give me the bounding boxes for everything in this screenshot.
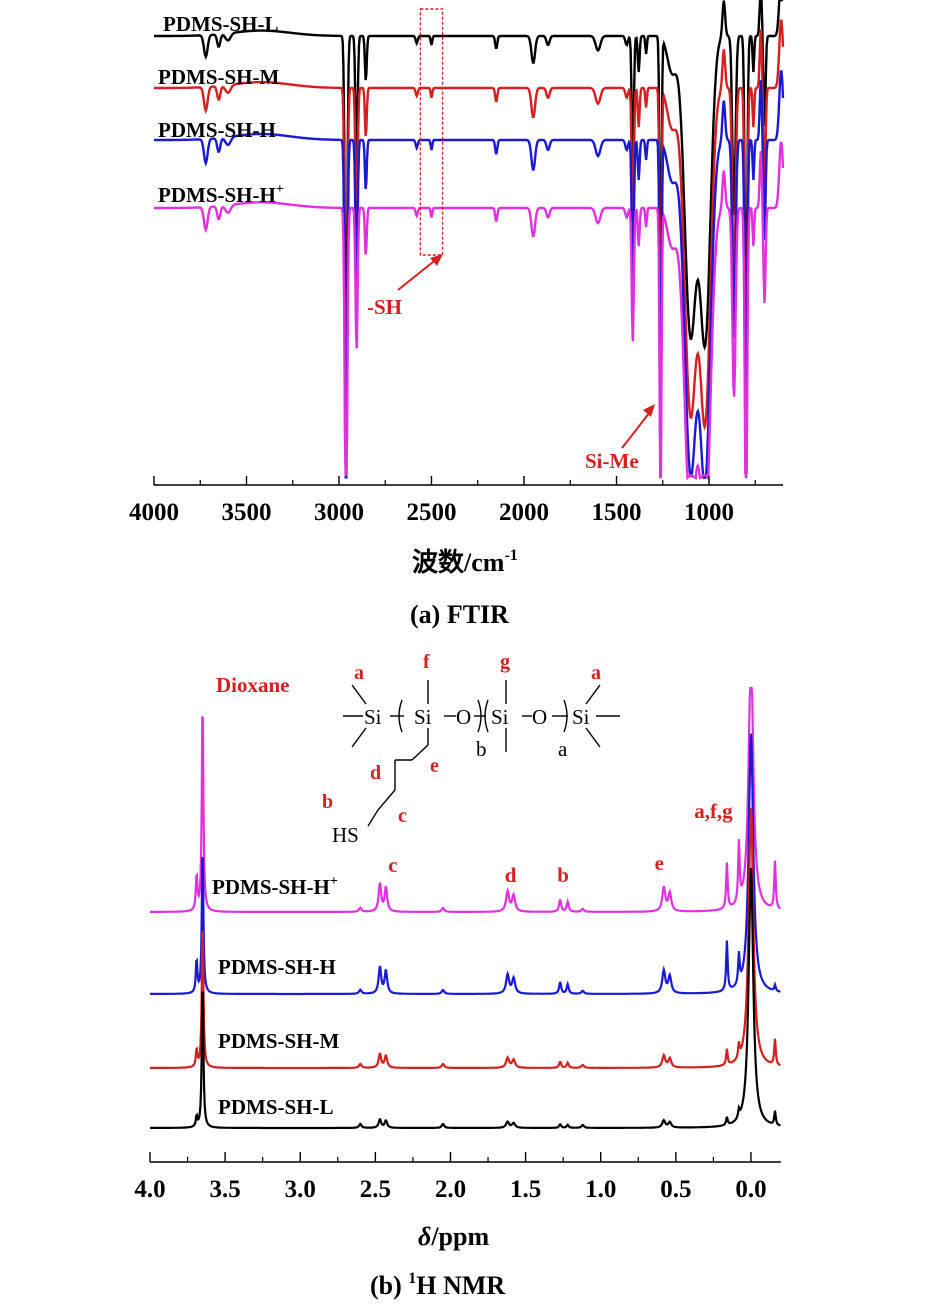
nmr-tick-label: 1.5 (510, 1176, 541, 1203)
nmr-peak-label: e (655, 851, 664, 875)
nmr-caption: (b) 1H NMR (370, 1270, 505, 1300)
si-me-arrow-head (643, 404, 655, 417)
nmr-label-m: PDMS-SH-M (218, 1029, 339, 1053)
structure-subscript-b: b (476, 737, 487, 761)
nmr-x-axis-title: δ/ppm (418, 1222, 489, 1251)
ftir-tick-label: 2500 (407, 499, 457, 526)
si-me-annotation: Si-Me (585, 449, 639, 473)
nmr-peak-label: a,f,g (694, 799, 733, 823)
nmr-ticks: 4.0 3.5 3.0 2.5 2.0 1.5 1.0 0.5 0.0 (134, 1152, 767, 1203)
structure-label-d: d (370, 762, 381, 784)
nmr-panel: Si Si O Si O Si HS b a a f g a d e b c D… (134, 651, 782, 1300)
nmr-tick-label: 3.5 (209, 1176, 240, 1203)
structure-label-g: g (500, 651, 510, 673)
structure-si-3: Si (491, 705, 509, 729)
ftir-label-h: PDMS-SH-H (158, 118, 276, 142)
structure-label-a-left: a (354, 662, 364, 684)
nmr-tick-label: 0.0 (735, 1176, 766, 1203)
structure-si-1: Si (364, 705, 382, 729)
ftir-caption: (a) FTIR (410, 600, 509, 629)
nmr-series-line (150, 686, 782, 913)
nmr-tick-label: 2.5 (360, 1176, 391, 1203)
nmr-label-l: PDMS-SH-L (218, 1095, 334, 1119)
nmr-tick-label: 1.0 (585, 1176, 616, 1203)
nmr-series-line (150, 807, 781, 1070)
ftir-ticks: 4000 3500 3000 2500 2000 1500 1000 (129, 476, 756, 526)
sh-annotation: -SH (367, 295, 402, 319)
structure-subscript-a: a (558, 737, 568, 761)
structure-hs: HS (332, 823, 359, 847)
nmr-peak-label: b (557, 863, 569, 887)
ftir-label-m: PDMS-SH-M (158, 65, 279, 89)
structure-label-f: f (423, 651, 430, 673)
ftir-tick-label: 1500 (592, 499, 642, 526)
structure-o-1: O (456, 705, 471, 729)
nmr-peak-labels: c d b e a,f,g (388, 799, 733, 887)
ftir-traces (154, 0, 785, 482)
nmr-tick-label: 4.0 (134, 1176, 165, 1203)
ftir-panel: -SH Si-Me PDMS-SH-L PDMS-SH-M PDMS-SH-H … (129, 0, 785, 629)
nmr-peak-label: c (388, 853, 397, 877)
ftir-x-axis-title: 波数/cm-1 (412, 547, 518, 577)
sh-arrow-head (430, 254, 443, 266)
ftir-tick-label: 3500 (222, 499, 272, 526)
structure-si-2: Si (414, 705, 432, 729)
nmr-tick-label: 2.0 (435, 1176, 466, 1203)
ftir-tick-label: 1000 (684, 499, 734, 526)
ftir-tick-label: 3000 (314, 499, 364, 526)
ftir-label-l: PDMS-SH-L (163, 12, 279, 36)
structure-o-2: O (532, 705, 547, 729)
si-me-arrow (621, 411, 651, 449)
ftir-label-hplus: PDMS-SH-H+ (158, 182, 284, 207)
nmr-label-h: PDMS-SH-H (218, 955, 336, 979)
ftir-tick-label: 4000 (129, 499, 179, 526)
dioxane-label: Dioxane (216, 673, 290, 697)
ftir-series-line (154, 19, 785, 435)
structure-label-c: c (398, 805, 407, 827)
ftir-series-line (154, 70, 785, 480)
ftir-series-line (154, 0, 783, 355)
nmr-series-line (150, 733, 781, 996)
structure-label-a-right: a (591, 662, 601, 684)
ftir-tick-label: 2000 (499, 499, 549, 526)
pdms-sh-structure (343, 680, 620, 827)
nmr-tick-label: 3.0 (285, 1176, 316, 1203)
nmr-peak-label: d (505, 863, 517, 887)
structure-si-4: Si (572, 705, 590, 729)
sh-highlight-box (419, 8, 444, 256)
nmr-series-line (150, 867, 781, 1130)
nmr-traces (150, 686, 782, 1130)
nmr-label-hplus: PDMS-SH-H+ (212, 874, 338, 899)
ftir-series-line (154, 141, 785, 482)
sh-arrow (397, 257, 439, 291)
structure-label-e: e (430, 755, 439, 777)
nmr-tick-label: 0.5 (660, 1176, 691, 1203)
structure-label-b: b (322, 791, 333, 813)
